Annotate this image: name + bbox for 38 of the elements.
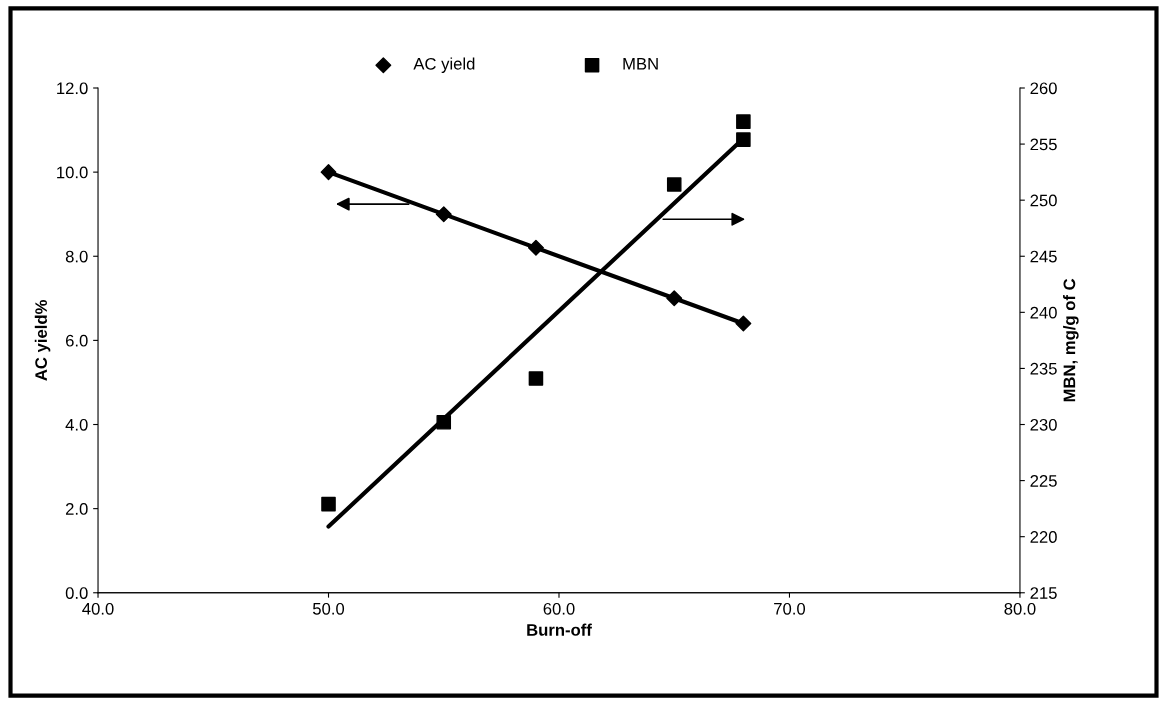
y-tick-label: 4.0 (65, 418, 88, 431)
y-tick-label: 10.0 (57, 166, 88, 179)
point (436, 414, 452, 430)
x-tick-label: 60.0 (543, 602, 575, 615)
point (320, 164, 337, 181)
y-tick-label: 0.0 (65, 587, 88, 599)
y2-tick-label: 245 (1030, 250, 1057, 263)
legend-label: MBN (623, 58, 658, 70)
point (435, 206, 452, 223)
y2-tick-label: 215 (1030, 587, 1057, 599)
x-tick-label: 80.0 (1004, 602, 1036, 615)
y-tick-label: 12.0 (57, 82, 88, 95)
point (321, 496, 336, 512)
y2-tick-label: 260 (1030, 82, 1057, 95)
y2-tick-label: 250 (1030, 194, 1057, 207)
point (735, 315, 752, 332)
point (666, 290, 683, 307)
point (666, 177, 682, 192)
y-axis-title: AC yield% (34, 300, 51, 381)
x-axis-title: Burn-off (527, 623, 592, 636)
y2-tick-label: 240 (1030, 306, 1057, 319)
y2-tick-label: 235 (1030, 362, 1057, 375)
x-tick-label: 50.0 (312, 602, 345, 615)
y2-tick-label: 220 (1030, 531, 1057, 543)
y2-tick-label: 255 (1030, 138, 1057, 151)
point (527, 239, 544, 256)
y2-tick-label: 225 (1030, 475, 1057, 487)
point (736, 114, 751, 129)
y2-tick-label: 230 (1030, 418, 1057, 431)
point (736, 132, 751, 147)
y-tick-label: 2.0 (65, 503, 88, 515)
x-tick-label: 40.0 (82, 602, 114, 615)
x-tick-label: 70.0 (774, 602, 806, 615)
legend-label: AC yield (413, 57, 475, 73)
point (528, 371, 544, 386)
y-tick-label: 6.0 (65, 334, 88, 347)
y2-axis-title: MBN, mg/g of C (1063, 278, 1079, 402)
y-tick-label: 8.0 (65, 250, 88, 263)
